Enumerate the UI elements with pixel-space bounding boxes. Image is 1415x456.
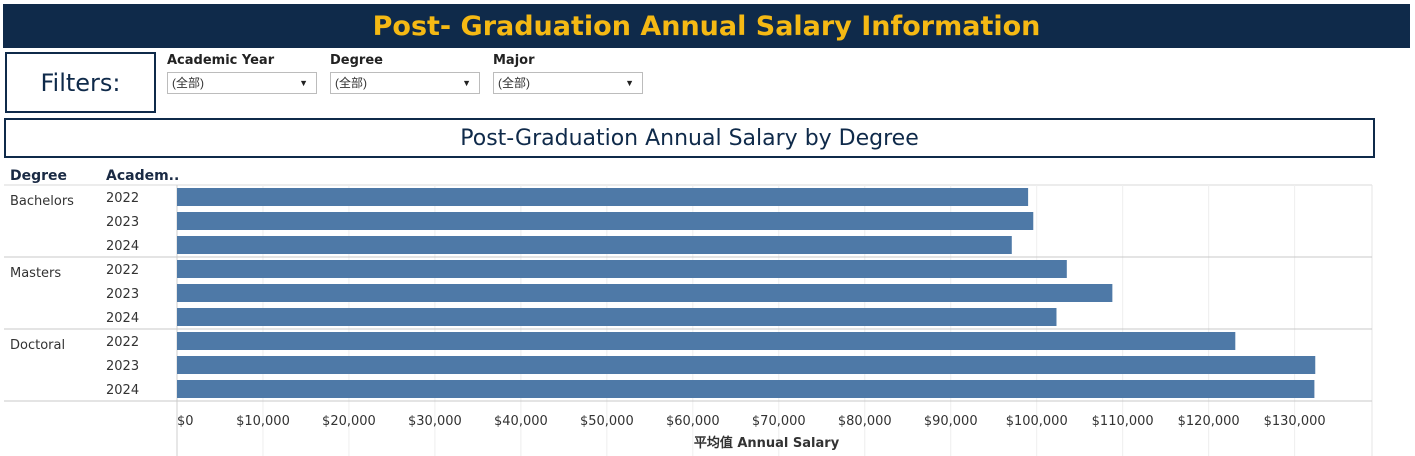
dropdown-arrow-icon: ▼	[299, 78, 308, 88]
filter-major: Major (全部) ▼	[493, 52, 643, 94]
degree-label: Doctoral	[10, 338, 65, 353]
filter-degree-select[interactable]: (全部) ▼	[330, 72, 480, 94]
x-tick-label: $80,000	[838, 414, 892, 429]
filter-academic-year-select[interactable]: (全部) ▼	[167, 72, 317, 94]
salary-bar-chart: Degree Academ.. Bachelors 2022 2023 2024 Maste…	[4, 168, 1373, 456]
filter-degree-value: (全部)	[335, 76, 367, 90]
salary-bar	[177, 380, 1315, 398]
dropdown-arrow-icon: ▼	[625, 78, 634, 88]
salary-bar	[177, 188, 1029, 206]
x-tick-label: $120,000	[1178, 414, 1240, 429]
dashboard-title-banner: Post- Graduation Annual Salary Informati…	[3, 4, 1410, 48]
x-tick-label: $110,000	[1092, 414, 1154, 429]
salary-bar	[177, 308, 1057, 326]
year-label: 2024	[106, 311, 139, 326]
x-tick-label: $90,000	[924, 414, 978, 429]
x-tick-label: $20,000	[322, 414, 376, 429]
year-label: 2023	[106, 359, 139, 374]
year-label: 2022	[106, 263, 139, 278]
filter-academic-year-value: (全部)	[172, 76, 204, 90]
filter-academic-year-label: Academic Year	[167, 53, 275, 68]
filter-academic-year: Academic Year (全部) ▼	[167, 52, 317, 94]
year-label: 2023	[106, 287, 139, 302]
dropdown-arrow-icon: ▼	[462, 78, 471, 88]
x-tick-label: $30,000	[408, 414, 462, 429]
x-tick-label: $100,000	[1006, 414, 1068, 429]
filter-major-value: (全部)	[498, 76, 530, 90]
salary-bar	[177, 284, 1113, 302]
x-tick-label: $60,000	[666, 414, 720, 429]
x-tick-label: $10,000	[236, 414, 290, 429]
x-tick-label: $0	[177, 414, 194, 429]
salary-bar	[177, 332, 1236, 350]
x-tick-label: $130,000	[1264, 414, 1326, 429]
degree-label: Masters	[10, 266, 61, 281]
degree-label: Bachelors	[10, 194, 74, 209]
filters-heading-box: Filters:	[5, 52, 156, 113]
year-label: 2023	[106, 215, 139, 230]
year-label: 2024	[106, 383, 139, 398]
salary-bar	[177, 356, 1316, 374]
x-tick-label: $70,000	[752, 414, 806, 429]
dashboard-title: Post- Graduation Annual Salary Informati…	[372, 10, 1041, 42]
filter-degree-label: Degree	[330, 53, 383, 68]
filter-degree: Degree (全部) ▼	[330, 52, 480, 94]
year-label: 2022	[106, 191, 139, 206]
filter-major-select[interactable]: (全部) ▼	[493, 72, 643, 94]
x-tick-label: $50,000	[580, 414, 634, 429]
salary-bar	[177, 260, 1067, 278]
filters-heading: Filters:	[40, 68, 121, 97]
filter-major-label: Major	[493, 53, 535, 68]
x-tick-label: $40,000	[494, 414, 548, 429]
salary-bar	[177, 236, 1012, 254]
year-label: 2022	[106, 335, 139, 350]
chart-title: Post-Graduation Annual Salary by Degree	[460, 125, 919, 151]
column-header-degree: Degree	[10, 168, 67, 184]
year-label: 2024	[106, 239, 139, 254]
salary-bar	[177, 212, 1034, 230]
column-header-academic-year: Academ..	[106, 168, 179, 184]
x-axis-title: 平均值 Annual Salary	[694, 435, 840, 451]
chart-title-box: Post-Graduation Annual Salary by Degree	[4, 118, 1375, 158]
